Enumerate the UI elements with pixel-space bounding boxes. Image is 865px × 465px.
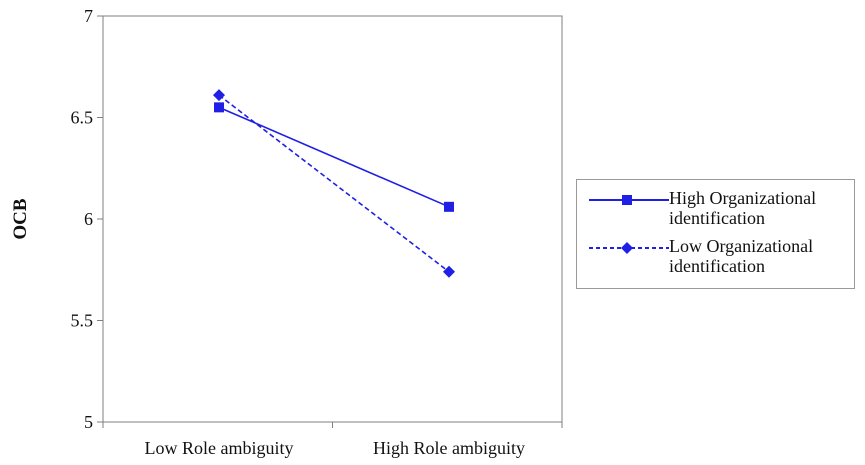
legend: High Organizational identification Low O… [576,179,855,289]
y-axis-label: OCB [10,198,31,240]
legend-label: High Organizational identification [669,188,817,228]
y-tick-label: 5 [84,412,93,432]
legend-label: Low Organizational identification [669,236,814,276]
data-point-diamond [213,89,225,102]
x-tick-label: High Role ambiguity [373,438,525,458]
legend-swatch-dashed-diamond [589,242,669,254]
y-tick-label: 6 [84,209,93,229]
data-point-diamond [443,265,455,278]
y-tick-label: 7 [84,6,93,26]
legend-swatch-solid-square [589,195,669,205]
y-tick-label: 6.5 [71,108,94,128]
data-point-square [214,102,224,113]
y-tick-label: 5.5 [71,311,94,331]
x-tick-label: Low Role ambiguity [145,438,294,458]
plot-area [102,15,563,423]
series-line-low [218,94,450,273]
data-point-square [444,201,454,212]
series-line-high [218,106,450,208]
